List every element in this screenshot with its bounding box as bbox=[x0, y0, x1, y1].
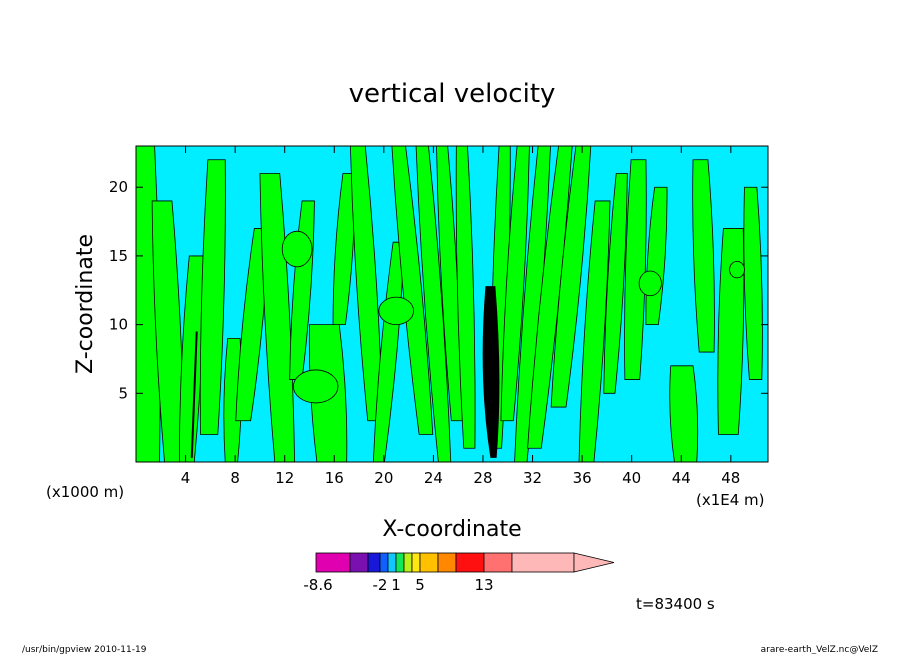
updraft-region bbox=[349, 146, 384, 422]
updraft-region bbox=[391, 146, 434, 435]
colorbar-extend-arrow bbox=[573, 552, 615, 573]
updraft-region bbox=[500, 146, 530, 422]
updraft-cell bbox=[729, 261, 745, 279]
x-tick-label: 28 bbox=[473, 469, 492, 487]
footer-left: /usr/bin/gpview 2010-11-19 bbox=[22, 645, 147, 654]
x-tick-label: 36 bbox=[573, 469, 592, 487]
footer-right: arare-earth_VelZ.nc@VelZ bbox=[761, 645, 878, 654]
updraft-region bbox=[527, 146, 573, 449]
colorbar-label: -2 bbox=[373, 576, 388, 594]
updraft-region bbox=[624, 159, 647, 380]
x-unit-right: (x1E4 m) bbox=[696, 491, 765, 509]
updraft-region bbox=[199, 159, 226, 435]
x-axis-ticks: 4 8 12 16 20 24 28 32 36 40 44 48 bbox=[181, 146, 740, 487]
time-label: t=83400 s bbox=[636, 595, 715, 613]
colorbar-segment bbox=[511, 552, 575, 573]
colorbar-segment bbox=[395, 552, 405, 573]
updraft-cell bbox=[281, 230, 313, 268]
colorbar-segment bbox=[403, 552, 413, 573]
updraft-region bbox=[669, 365, 699, 462]
plot-frame bbox=[135, 145, 769, 463]
colorbar-segment bbox=[367, 552, 381, 573]
colorbar-segment bbox=[349, 552, 369, 573]
colorbar-segment bbox=[437, 552, 457, 573]
x-tick-label: 32 bbox=[523, 469, 542, 487]
colorbar-segment bbox=[315, 552, 351, 573]
y-tick-label: 5 bbox=[118, 384, 128, 402]
colorbar-segment bbox=[387, 552, 397, 573]
velocity-field bbox=[136, 146, 763, 462]
colorbar-segment bbox=[483, 552, 513, 573]
updraft-region bbox=[415, 146, 452, 462]
x-tick-label: 40 bbox=[622, 469, 641, 487]
dense-contour-core bbox=[482, 286, 500, 458]
colorbar-label: 5 bbox=[415, 576, 425, 594]
updraft-region bbox=[717, 228, 745, 435]
x-unit-left: (x1000 m) bbox=[46, 483, 124, 501]
x-tick-label: 12 bbox=[275, 469, 294, 487]
colorbar-segment bbox=[411, 552, 421, 573]
dense-contour-column bbox=[190, 331, 198, 458]
updraft-region bbox=[578, 200, 611, 462]
colorbar-label: -8.6 bbox=[303, 576, 332, 594]
updraft-region bbox=[692, 159, 715, 353]
x-tick-label: 20 bbox=[374, 469, 393, 487]
updraft-region bbox=[603, 173, 628, 394]
y-axis-ticks: 5 10 15 20 bbox=[109, 178, 768, 402]
updraft-cell bbox=[638, 270, 662, 297]
updraft-region bbox=[259, 173, 296, 462]
x-tick-label: 44 bbox=[672, 469, 691, 487]
x-tick-label: 8 bbox=[230, 469, 240, 487]
y-tick-label: 15 bbox=[109, 247, 128, 265]
x-tick-label: 48 bbox=[721, 469, 740, 487]
x-axis-label: X-coordinate bbox=[382, 517, 521, 542]
y-axis-label: Z-coordinate bbox=[73, 234, 98, 374]
updraft-region bbox=[743, 186, 763, 380]
x-tick-label: 24 bbox=[424, 469, 443, 487]
updraft-region bbox=[550, 146, 592, 408]
colorbar-segment bbox=[419, 552, 439, 573]
y-tick-label: 10 bbox=[109, 316, 128, 334]
y-tick-label: 20 bbox=[109, 178, 128, 196]
updraft-region bbox=[223, 337, 242, 462]
colorbar-label: 13 bbox=[474, 576, 493, 594]
updraft-cell bbox=[292, 369, 339, 404]
colorbar-label: 1 bbox=[391, 576, 401, 594]
colorbar-segment bbox=[379, 552, 389, 573]
x-tick-label: 16 bbox=[325, 469, 344, 487]
colorbar: -8.6 -2 1 5 13 bbox=[303, 552, 615, 594]
updraft-region bbox=[455, 146, 476, 449]
chart-title: vertical velocity bbox=[349, 79, 556, 109]
x-tick-label: 4 bbox=[181, 469, 191, 487]
colorbar-segment bbox=[455, 552, 485, 573]
updraft-cell bbox=[378, 296, 414, 326]
